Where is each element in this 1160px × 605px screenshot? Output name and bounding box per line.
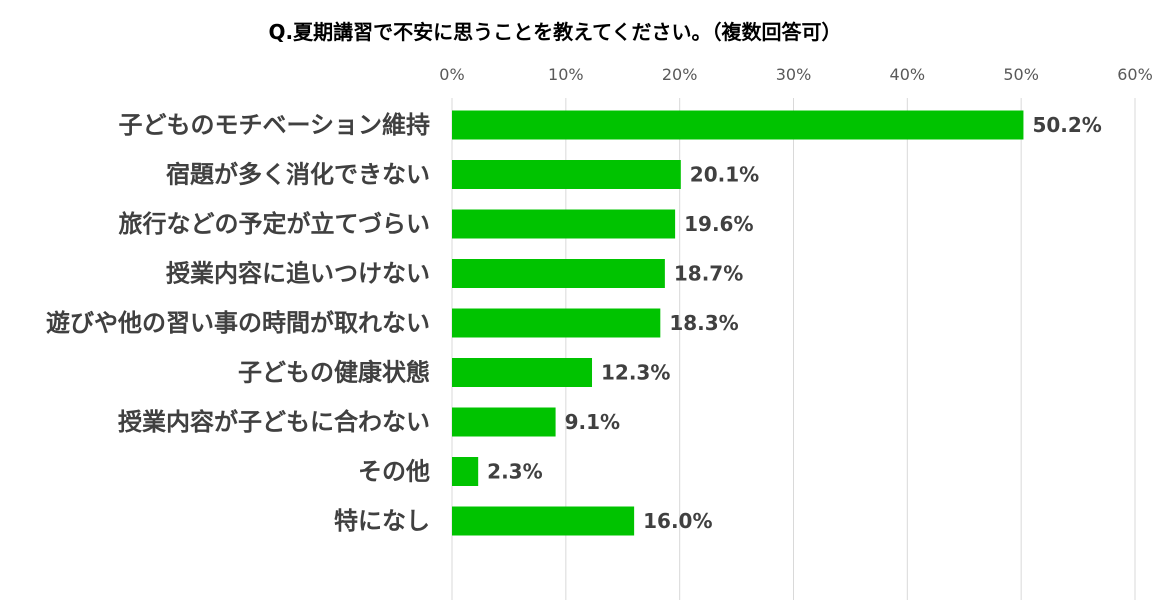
category-label: 授業内容が子どもに合わない xyxy=(118,408,430,436)
category-label: 子どもの健康状態 xyxy=(238,359,430,387)
bar xyxy=(452,358,593,387)
category-label: 宿題が多く消化できない xyxy=(166,161,430,189)
value-label: 18.3% xyxy=(669,311,738,335)
bars xyxy=(452,110,1024,536)
value-label: 18.7% xyxy=(674,262,743,286)
bar xyxy=(452,259,665,288)
bar xyxy=(452,407,556,437)
x-tick-label: 40% xyxy=(890,65,926,84)
x-axis-ticks: 0% 10% 20% 30% 40% 50% 60% xyxy=(439,65,1152,84)
bar xyxy=(452,457,479,486)
x-tick-label: 60% xyxy=(1117,65,1153,84)
value-label: 16.0% xyxy=(643,509,712,533)
category-label: 特になし xyxy=(334,507,430,535)
chart-title: Q.夏期講習で不安に思うことを教えてください。（複数回答可） xyxy=(269,20,842,44)
value-label: 12.3% xyxy=(601,361,670,385)
bar xyxy=(452,160,681,189)
category-label: その他 xyxy=(358,458,430,486)
x-tick-label: 30% xyxy=(776,65,812,84)
bar xyxy=(452,308,661,338)
value-labels: 50.2% 20.1% 19.6% 18.7% 18.3% 12.3% 9.1% 2.3% 16… xyxy=(487,113,1102,533)
x-tick-label: 50% xyxy=(1003,65,1039,84)
bar xyxy=(452,209,676,239)
value-label: 20.1% xyxy=(690,163,759,187)
value-label: 19.6% xyxy=(684,212,753,236)
x-tick-label: 0% xyxy=(439,65,464,84)
value-label: 2.3% xyxy=(487,460,542,484)
value-label: 50.2% xyxy=(1032,113,1101,137)
x-tick-label: 20% xyxy=(662,65,698,84)
x-tick-label: 10% xyxy=(548,65,584,84)
category-label: 授業内容に追いつけない xyxy=(166,260,430,288)
bar xyxy=(452,506,635,536)
category-label: 旅行などの予定が立てづらい xyxy=(118,210,430,238)
bar xyxy=(452,110,1024,140)
value-label: 9.1% xyxy=(565,410,620,434)
category-label: 子どものモチベーション維持 xyxy=(118,111,430,139)
category-labels: 子どものモチベーション維持宿題が多く消化できない旅行などの予定が立てづらい授業内… xyxy=(46,111,430,535)
category-label: 遊びや他の習い事の時間が取れない xyxy=(46,309,430,337)
